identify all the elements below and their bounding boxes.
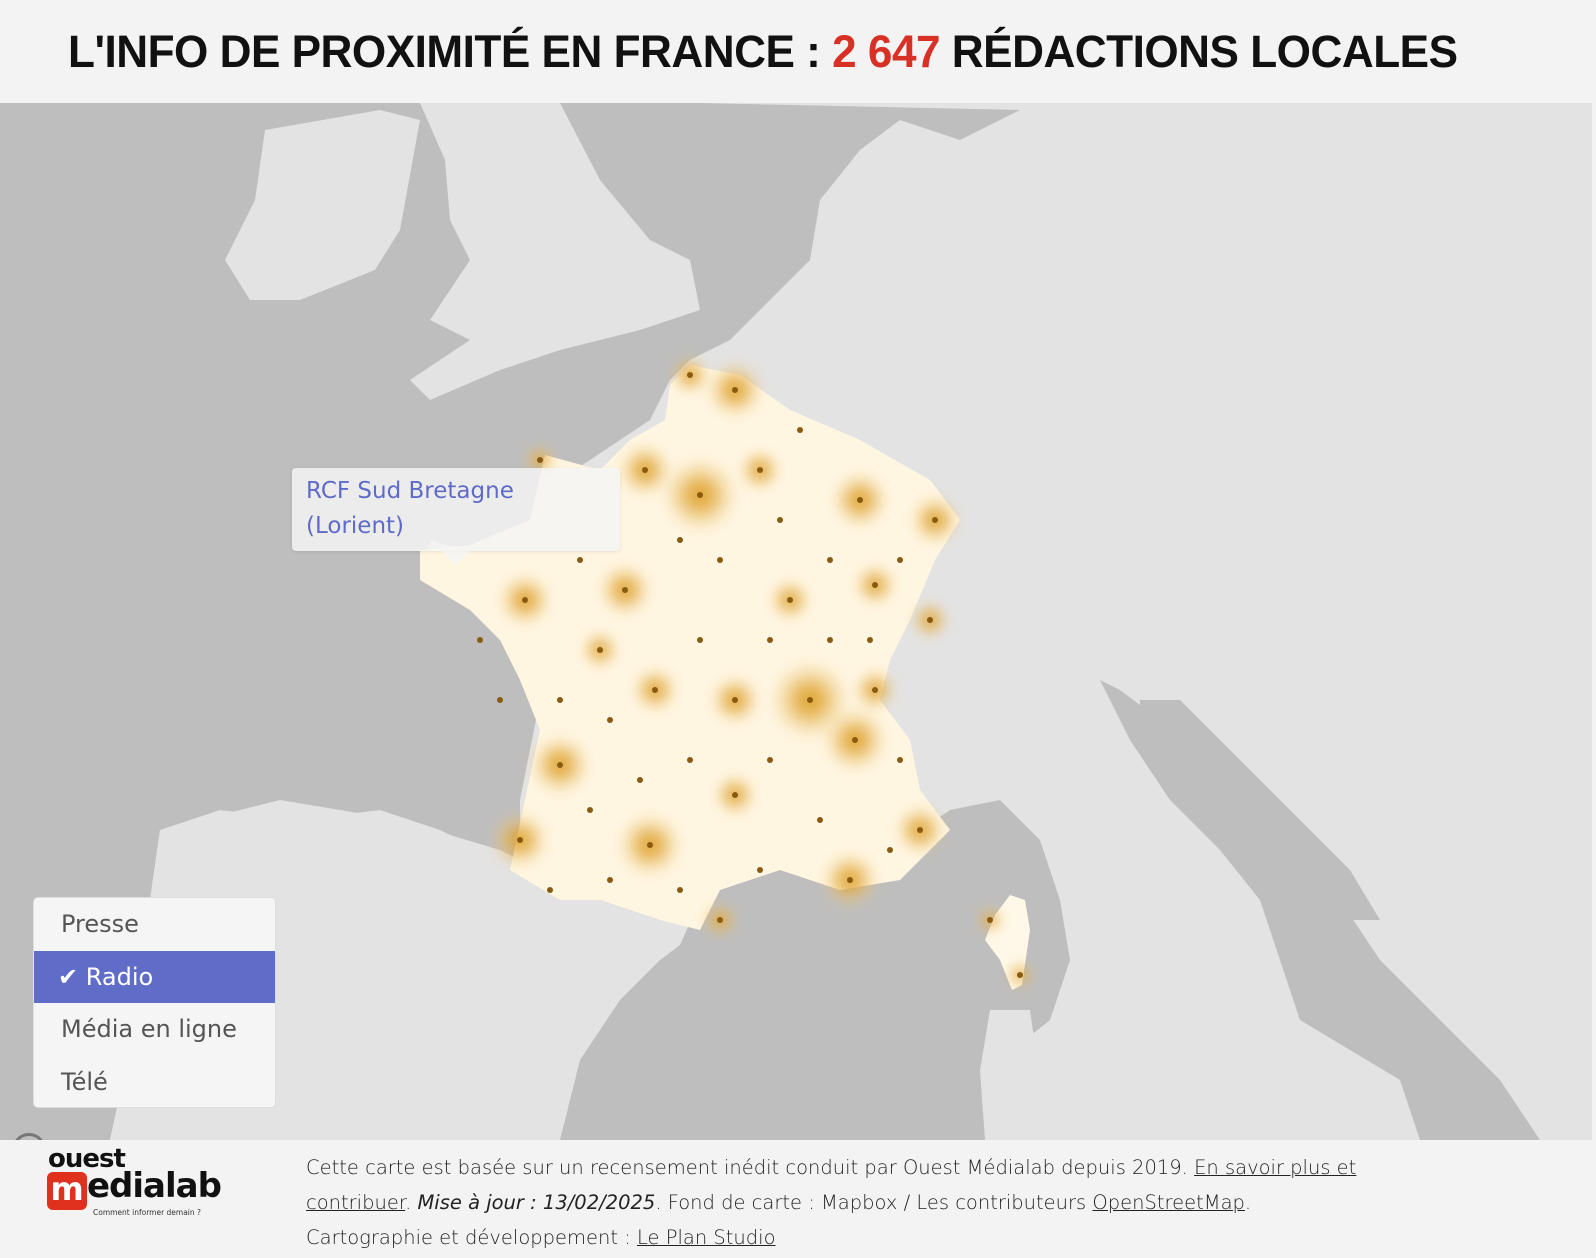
- media-type-filter: Presse ✔ Radio Média en ligne Télé: [33, 897, 276, 1108]
- tooltip-line-1: RCF Sud Bretagne: [306, 478, 514, 504]
- land-great-britain: [410, 103, 700, 400]
- footer: ouest m edialab Comment informer demain …: [0, 1140, 1596, 1258]
- title-prefix: L'INFO DE PROXIMITÉ EN FRANCE :: [68, 26, 833, 77]
- sea-adriatic: [1140, 700, 1380, 920]
- filter-option-presse[interactable]: Presse: [61, 910, 139, 938]
- map-canvas[interactable]: RCF Sud Bretagne (Lorient): [0, 103, 1592, 1140]
- update-date: : 13/02/2025: [524, 1191, 655, 1214]
- tooltip-line-2: (Lorient): [306, 513, 405, 539]
- filter-option-media-en-ligne[interactable]: Média en ligne: [61, 1015, 237, 1043]
- heatmap-layer: [490, 355, 1034, 989]
- station-dots: [477, 372, 1023, 978]
- ouest-medialab-logo[interactable]: ouest m edialab Comment informer demain …: [47, 1144, 227, 1218]
- openstreetmap-link[interactable]: OpenStreetMap: [1092, 1191, 1245, 1214]
- land-ireland: [225, 110, 420, 300]
- cartography-label: Cartographie et développement :: [306, 1226, 637, 1249]
- credits-sep: .: [405, 1191, 418, 1214]
- page-title: L'INFO DE PROXIMITÉ EN FRANCE : 2 647 RÉ…: [68, 26, 1458, 78]
- logo-ouest: ouest: [48, 1144, 126, 1174]
- land-sardinia: [980, 1010, 1040, 1140]
- credits-period: .: [1244, 1191, 1252, 1214]
- basemap-credit: . Fond de carte : Mapbox / Les contribut…: [655, 1191, 1093, 1214]
- title-suffix: RÉDACTIONS LOCALES: [940, 26, 1458, 77]
- logo-edialab: edialab: [87, 1166, 222, 1206]
- logo-m-icon: m: [47, 1172, 87, 1210]
- update-date-value: : 13/02/2025: [523, 1191, 656, 1214]
- basemap: [0, 103, 1592, 1140]
- station-tooltip: RCF Sud Bretagne (Lorient): [292, 468, 620, 565]
- newsroom-count: 2 647: [832, 26, 941, 77]
- credits-text: Cette carte est basée sur un recensement…: [306, 1150, 1396, 1255]
- update-label: Mise à jour: [417, 1191, 524, 1214]
- logo-tagline: Comment informer demain ?: [93, 1208, 202, 1217]
- filter-option-tele[interactable]: Télé: [61, 1067, 108, 1096]
- header: L'INFO DE PROXIMITÉ EN FRANCE : 2 647 RÉ…: [0, 0, 1596, 103]
- le-plan-studio-link[interactable]: Le Plan Studio: [637, 1226, 776, 1249]
- learn-more-link[interactable]: En savoir plus et contribuer: [306, 1156, 1357, 1214]
- filter-option-radio[interactable]: ✔ Radio: [34, 950, 275, 1003]
- credits-intro: Cette carte est basée sur un recensement…: [306, 1156, 1195, 1179]
